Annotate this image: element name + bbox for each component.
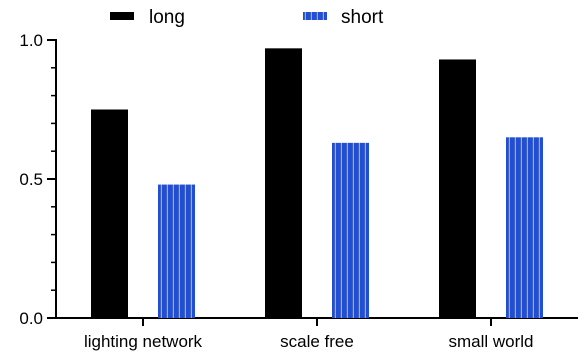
y-tick-label: 0.0 [19, 309, 43, 328]
legend-swatch-short [303, 12, 327, 20]
y-axis: 0.0 0.5 1.0 [19, 31, 57, 328]
bars [91, 48, 543, 319]
legend-label-long: long [149, 7, 185, 28]
x-axis: lighting network scale free small world [55, 317, 578, 351]
x-tick-label: scale free [280, 332, 354, 351]
bar-long-small-world [439, 59, 476, 319]
legend-swatch-long [110, 12, 134, 20]
y-tick-label: 0.5 [19, 170, 43, 189]
bar-short-lighting-network [158, 184, 195, 318]
y-tick-label: 1.0 [19, 31, 43, 50]
legend-label-short: short [341, 7, 384, 28]
bar-short-small-world [506, 137, 543, 318]
bar-short-scale-free [332, 142, 369, 318]
bar-long-scale-free [265, 48, 302, 319]
legend: long short [110, 7, 384, 28]
bar-long-lighting-network [91, 109, 128, 318]
x-tick-label: small world [448, 332, 533, 351]
x-tick-label: lighting network [84, 332, 203, 351]
